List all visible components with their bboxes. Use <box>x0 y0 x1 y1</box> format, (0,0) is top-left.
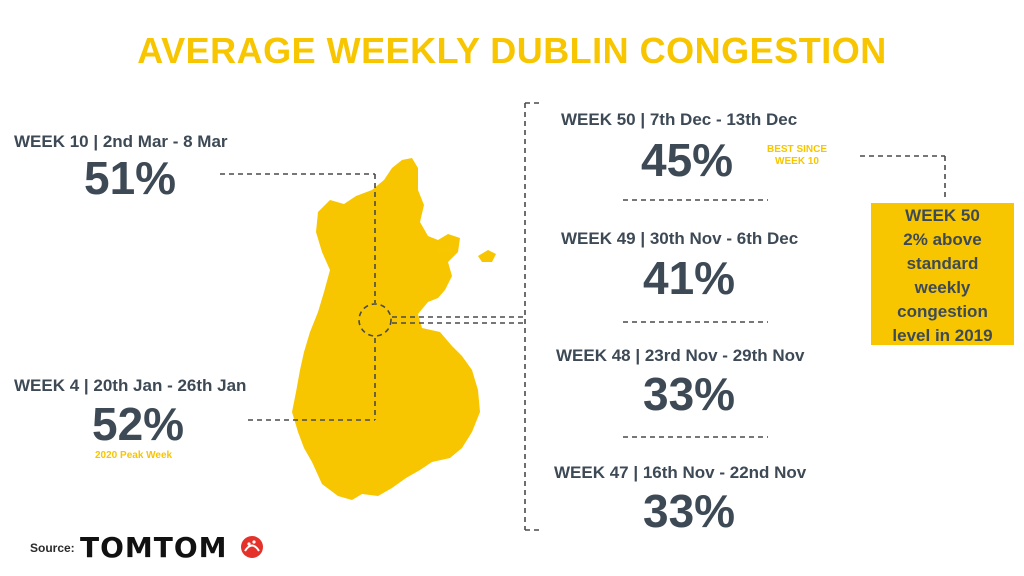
week10-value: 51% <box>84 152 177 204</box>
week47-label: WEEK 47 | 16th Nov - 22nd Nov <box>554 463 807 482</box>
source-label: Source: <box>30 541 75 555</box>
week50-label: WEEK 50 | 7th Dec - 13th Dec <box>561 110 798 129</box>
peak-week-note: 2020 Peak Week <box>95 450 173 461</box>
city-centre-marker <box>358 303 392 337</box>
week49-label: WEEK 49 | 30th Nov - 6th Dec <box>561 229 799 248</box>
best-since-note: BEST SINCE WEEK 10 <box>767 144 828 167</box>
week50-value: 45% <box>641 134 734 186</box>
week4-label: WEEK 4 | 20th Jan - 26th Jan <box>14 376 247 395</box>
week47-value: 33% <box>643 485 736 537</box>
week4-value: 52% <box>92 398 185 450</box>
week48-value: 33% <box>643 368 736 420</box>
week10-label: WEEK 10 | 2nd Mar - 8 Mar <box>14 132 228 151</box>
week50-callout-box: WEEK 50 2% above standard weekly congest… <box>871 203 1014 345</box>
week49-value: 41% <box>643 252 736 304</box>
tomtom-logo: TOMTOM <box>80 531 228 564</box>
page-title: AVERAGE WEEKLY DUBLIN CONGESTION <box>137 30 887 71</box>
dublin-map-shape <box>292 158 480 500</box>
week48-label: WEEK 48 | 23rd Nov - 29th Nov <box>556 346 805 365</box>
